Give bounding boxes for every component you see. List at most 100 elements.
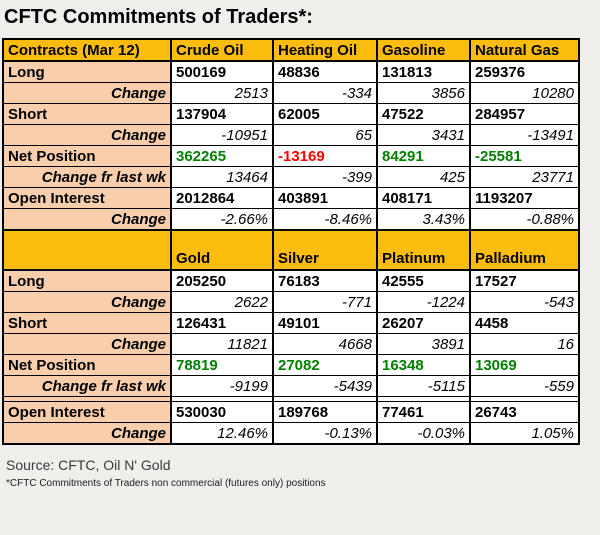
table-row-change: Change 11821 4668 3891 16: [2, 333, 580, 355]
value-cell: -1224: [376, 291, 471, 313]
value-cell: 131813: [376, 60, 471, 83]
value-cell: 65: [272, 124, 378, 146]
value-cell: -334: [272, 82, 378, 104]
row-label: Change: [2, 124, 172, 146]
value-cell: 205250: [170, 269, 274, 292]
table-row-long: Long 205250 76183 42555 17527: [2, 269, 580, 292]
value-cell: 17527: [469, 269, 580, 292]
value-cell: 408171: [376, 187, 471, 209]
column-header-heating-oil: Heating Oil: [272, 38, 378, 62]
value-cell: -0.88%: [469, 208, 580, 231]
value-cell: 4458: [469, 312, 580, 334]
report-title: CFTC Commitments of Traders*:: [4, 6, 313, 28]
value-cell: -399: [272, 166, 378, 188]
net-position-cell: 84291: [376, 145, 471, 167]
value-cell: 259376: [469, 60, 580, 83]
value-cell: -2.66%: [170, 208, 274, 231]
value-cell: 3431: [376, 124, 471, 146]
value-cell: 49101: [272, 312, 378, 334]
net-position-cell: 27082: [272, 354, 378, 376]
table-row-change: Change 2513 -334 3856 10280: [2, 82, 580, 104]
table-row-short: Short 137904 62005 47522 284957: [2, 103, 580, 125]
net-position-cell: 16348: [376, 354, 471, 376]
value-cell: 403891: [272, 187, 378, 209]
value-cell: -543: [469, 291, 580, 313]
section2-header-row: Gold Silver Platinum Palladium: [2, 229, 580, 271]
value-cell: 425: [376, 166, 471, 188]
row-label: Change fr last wk: [2, 375, 172, 397]
value-cell: 42555: [376, 269, 471, 292]
value-cell: -0.13%: [272, 422, 378, 445]
row-label: Net Position: [2, 145, 172, 167]
table-row-long: Long 500169 48836 131813 259376: [2, 60, 580, 83]
value-cell: -5115: [376, 375, 471, 397]
value-cell: 189768: [272, 401, 378, 423]
value-cell: 16: [469, 333, 580, 355]
value-cell: 137904: [170, 103, 274, 125]
column-header-contracts: Contracts (Mar 12): [2, 38, 172, 62]
value-cell: 3.43%: [376, 208, 471, 231]
table-row-short: Short 126431 49101 26207 4458: [2, 312, 580, 334]
table-row-change: Change -10951 65 3431 -13491: [2, 124, 580, 146]
value-cell: -9199: [170, 375, 274, 397]
column-header-palladium: Palladium: [469, 229, 580, 271]
source-text: Source: CFTC, Oil N' Gold: [6, 457, 171, 473]
net-position-cell: -25581: [469, 145, 580, 167]
row-label: Short: [2, 103, 172, 125]
value-cell: 26207: [376, 312, 471, 334]
value-cell: -0.03%: [376, 422, 471, 445]
table-row-open-interest: Open Interest 530030 189768 77461 26743: [2, 401, 580, 423]
column-header-platinum: Platinum: [376, 229, 471, 271]
value-cell: 3856: [376, 82, 471, 104]
net-position-cell: 78819: [170, 354, 274, 376]
net-position-cell: -13169: [272, 145, 378, 167]
value-cell: 12.46%: [170, 422, 274, 445]
table-row-change-fr-last-wk: Change fr last wk -9199 -5439 -5115 -559: [2, 375, 580, 397]
table-row-change: Change 12.46% -0.13% -0.03% 1.05%: [2, 422, 580, 445]
value-cell: 500169: [170, 60, 274, 83]
value-cell: 126431: [170, 312, 274, 334]
row-label: Change: [2, 208, 172, 231]
value-cell: 13464: [170, 166, 274, 188]
footnote-text: *CFTC Commitments of Traders non commerc…: [6, 478, 326, 489]
value-cell: 62005: [272, 103, 378, 125]
table-row-change: Change 2622 -771 -1224 -543: [2, 291, 580, 313]
row-label: Open Interest: [2, 187, 172, 209]
cot-table: Contracts (Mar 12) Crude Oil Heating Oil…: [2, 38, 580, 445]
value-cell: 11821: [170, 333, 274, 355]
net-position-cell: 13069: [469, 354, 580, 376]
row-label: Change: [2, 291, 172, 313]
table-row-change: Change -2.66% -8.46% 3.43% -0.88%: [2, 208, 580, 231]
table-row-open-interest: Open Interest 2012864 403891 408171 1193…: [2, 187, 580, 209]
table-row-change-fr-last-wk: Change fr last wk 13464 -399 425 23771: [2, 166, 580, 188]
value-cell: -5439: [272, 375, 378, 397]
row-label: Change fr last wk: [2, 166, 172, 188]
value-cell: 10280: [469, 82, 580, 104]
value-cell: 76183: [272, 269, 378, 292]
row-label: Long: [2, 269, 172, 292]
row-label: Short: [2, 312, 172, 334]
value-cell: 4668: [272, 333, 378, 355]
column-header-silver: Silver: [272, 229, 378, 271]
value-cell: -771: [272, 291, 378, 313]
value-cell: -8.46%: [272, 208, 378, 231]
column-header-natural-gas: Natural Gas: [469, 38, 580, 62]
row-label: Open Interest: [2, 401, 172, 423]
row-label: Change: [2, 333, 172, 355]
column-header-gold: Gold: [170, 229, 274, 271]
value-cell: 3891: [376, 333, 471, 355]
value-cell: 77461: [376, 401, 471, 423]
row-label: Long: [2, 60, 172, 83]
value-cell: 284957: [469, 103, 580, 125]
row-label: Change: [2, 82, 172, 104]
value-cell: 23771: [469, 166, 580, 188]
value-cell: 2012864: [170, 187, 274, 209]
value-cell: 1.05%: [469, 422, 580, 445]
column-header-gasoline: Gasoline: [376, 38, 471, 62]
value-cell: -13491: [469, 124, 580, 146]
value-cell: 26743: [469, 401, 580, 423]
value-cell: 2622: [170, 291, 274, 313]
value-cell: -10951: [170, 124, 274, 146]
value-cell: 47522: [376, 103, 471, 125]
table-row-net-position: Net Position 362265 -13169 84291 -25581: [2, 145, 580, 167]
